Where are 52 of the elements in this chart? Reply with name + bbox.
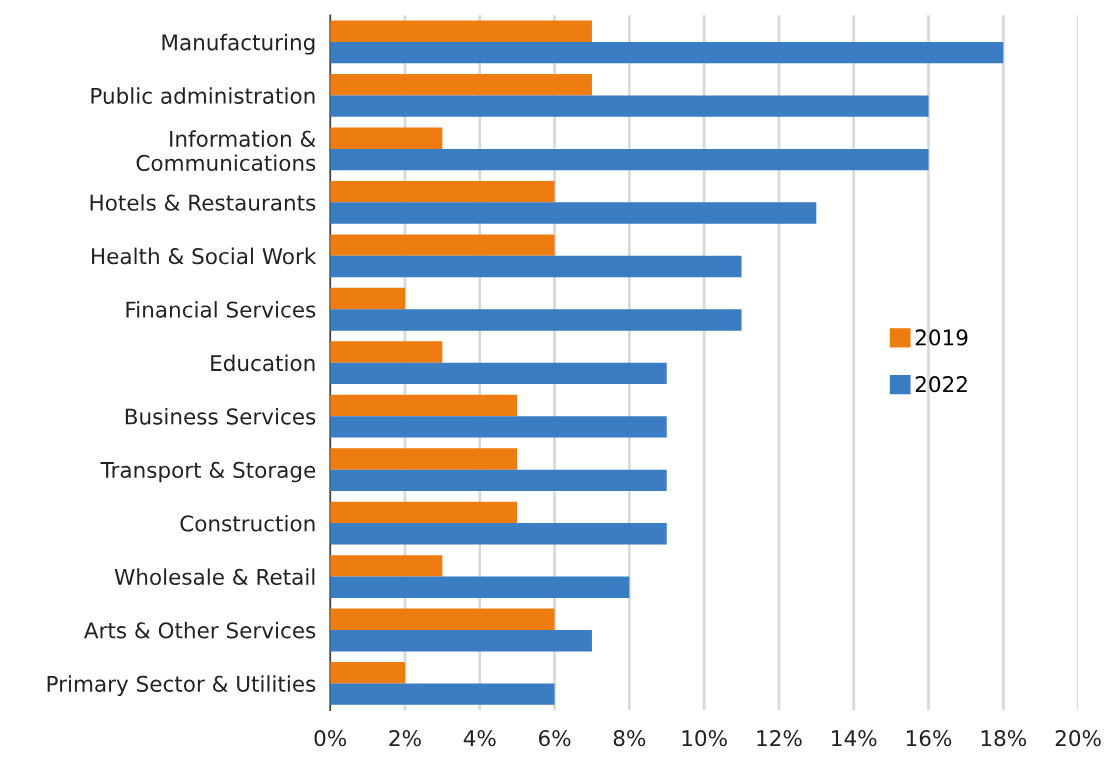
- bar: [330, 394, 518, 417]
- bar: [330, 662, 405, 684]
- bar: [330, 630, 592, 652]
- bar: [330, 523, 667, 545]
- bar: [330, 469, 667, 492]
- x-tick-label: 20%: [1055, 730, 1101, 747]
- bar: [330, 234, 555, 256]
- y-tick-label: Construction: [180, 514, 315, 532]
- y-tick-label: Primary Sector & Utilities: [47, 675, 316, 697]
- x-tick-label: 14%: [832, 730, 877, 747]
- y-tick-label: Financial Services: [126, 301, 316, 318]
- bar: [330, 309, 742, 331]
- bar: [330, 608, 555, 630]
- bar: [330, 683, 555, 705]
- bar: [330, 287, 405, 310]
- y-tick-label: Hotels & Restaurants: [90, 194, 316, 211]
- bar: [330, 255, 742, 278]
- bar: [330, 416, 667, 438]
- y-tick-label: Education: [211, 354, 315, 372]
- bar: [330, 362, 667, 385]
- bar: [330, 41, 1004, 64]
- y-tick-label: Transport & Storage: [100, 461, 316, 483]
- y-tick-label: Arts & Other Services: [84, 621, 316, 639]
- y-tick-label: Public administration: [91, 87, 315, 104]
- x-tick-label: 10%: [682, 730, 727, 747]
- bar: [330, 576, 630, 598]
- bar: [330, 95, 929, 117]
- x-tick-label: 8%: [613, 730, 646, 747]
- y-tick-label: Business Services: [125, 407, 316, 425]
- bar: [330, 20, 592, 42]
- y-tick-label: Information & Communications: [136, 130, 316, 172]
- y-tick-label: Wholesale & Retail: [114, 568, 315, 586]
- bar: [330, 501, 518, 524]
- bar: [330, 74, 592, 96]
- bar: [330, 127, 443, 149]
- y-tick-label: Manufacturing: [162, 33, 315, 55]
- bar: [330, 555, 443, 577]
- bar: [330, 180, 555, 203]
- x-tick-label: 6%: [538, 730, 571, 747]
- x-tick-label: 2%: [389, 730, 421, 747]
- bar: [330, 341, 443, 363]
- x-tick-label: 12%: [757, 730, 802, 747]
- x-tick-label: 18%: [981, 730, 1027, 747]
- x-tick-label: 4%: [463, 730, 496, 747]
- legend-label: 2022: [915, 376, 967, 393]
- x-tick-label: 0%: [314, 730, 347, 747]
- legend-label: 2019: [915, 329, 968, 346]
- y-tick-label: Health & Social Work: [92, 247, 317, 265]
- bar: [330, 448, 518, 470]
- bar: [330, 202, 817, 224]
- bar: [330, 148, 929, 171]
- x-tick-label: 16%: [906, 730, 952, 747]
